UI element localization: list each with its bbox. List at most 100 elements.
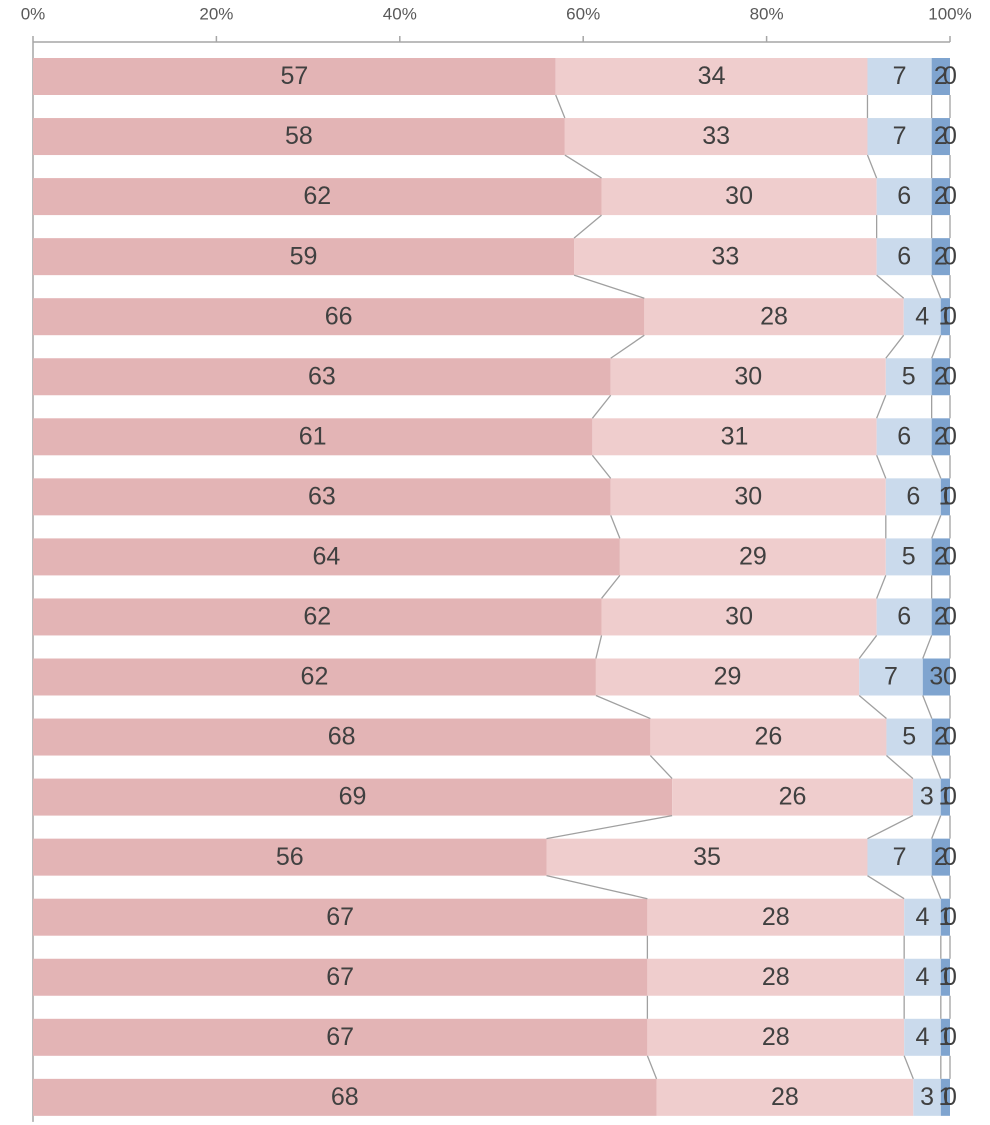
- bar-segment: [595, 658, 860, 696]
- series-line: [591, 454, 612, 479]
- data-label: 0: [943, 723, 957, 751]
- bar-segment: [940, 778, 950, 816]
- data-label: 1: [938, 1083, 952, 1111]
- series-line: [922, 635, 933, 659]
- series-line: [858, 695, 887, 720]
- bar-segment: [33, 418, 593, 456]
- series-line: [931, 455, 942, 479]
- series-line: [555, 94, 566, 119]
- bar-segment: [33, 358, 611, 396]
- data-label: 28: [771, 1083, 799, 1111]
- bar-segment: [33, 658, 596, 696]
- data-label: 63: [308, 362, 336, 390]
- bar-segment: [546, 838, 868, 876]
- data-label: 7: [893, 62, 907, 90]
- data-label: 68: [328, 723, 356, 751]
- series-line: [931, 815, 942, 839]
- x-tick-label: 20%: [199, 4, 233, 23]
- data-label: 0: [943, 663, 957, 691]
- data-label: 0: [943, 302, 957, 330]
- data-label: 1: [938, 302, 952, 330]
- series-line: [876, 575, 887, 599]
- bar-segment: [33, 958, 648, 996]
- series-line: [886, 755, 914, 780]
- bar-segment: [644, 298, 904, 336]
- data-label: 63: [308, 482, 336, 510]
- bar-segment: [904, 958, 941, 996]
- data-label: 0: [943, 963, 957, 991]
- series-line: [573, 214, 602, 239]
- bar-segment: [33, 178, 602, 216]
- bar-segment: [867, 838, 932, 876]
- series-line: [931, 875, 942, 899]
- data-label: 67: [326, 903, 354, 931]
- bar-segment: [876, 238, 932, 276]
- x-tick-label: 80%: [750, 4, 784, 23]
- data-label: 0: [943, 903, 957, 931]
- data-label: 28: [762, 963, 790, 991]
- data-label: 0: [943, 122, 957, 150]
- series-line: [876, 455, 887, 479]
- series-line: [885, 334, 905, 359]
- series-line: [867, 875, 905, 900]
- data-label: 30: [734, 362, 762, 390]
- data-label: 0: [943, 603, 957, 631]
- data-label: 67: [326, 963, 354, 991]
- data-label: 1: [938, 963, 952, 991]
- bar-segment: [931, 718, 950, 756]
- series-line: [564, 154, 602, 179]
- data-label: 2: [934, 122, 948, 150]
- bar-segment: [647, 1018, 905, 1056]
- data-label: 26: [779, 783, 807, 811]
- bar-segment: [931, 598, 950, 636]
- bar-segment: [931, 418, 950, 456]
- series-line: [595, 635, 603, 659]
- bar-segment: [922, 658, 950, 696]
- bar-segment: [885, 478, 941, 516]
- data-label: 5: [902, 362, 916, 390]
- data-label: 2: [934, 362, 948, 390]
- bar-segment: [33, 238, 575, 276]
- data-label: 7: [893, 122, 907, 150]
- series-line: [866, 154, 878, 179]
- series-line: [646, 1055, 658, 1080]
- data-label: 68: [331, 1083, 359, 1111]
- series-line: [876, 274, 905, 299]
- data-label: 26: [755, 723, 783, 751]
- bar-segment: [940, 898, 950, 936]
- data-label: 0: [943, 422, 957, 450]
- bar-segment: [931, 538, 950, 576]
- series-line: [931, 334, 942, 359]
- data-label: 67: [326, 1023, 354, 1051]
- bar-segment: [940, 478, 950, 516]
- series-line: [922, 695, 933, 719]
- data-label: 58: [285, 122, 313, 150]
- bar-segment: [33, 1078, 657, 1116]
- series-line: [931, 515, 942, 539]
- x-tick-label: 100%: [928, 4, 971, 23]
- bar-segment: [885, 538, 932, 576]
- bar-segment: [867, 58, 932, 95]
- data-label: 2: [934, 422, 948, 450]
- bar-segment: [903, 298, 941, 336]
- data-label: 2: [934, 543, 948, 571]
- bar-segment: [33, 598, 602, 636]
- data-label: 1: [938, 482, 952, 510]
- bar-segment: [867, 118, 932, 156]
- series-line: [931, 755, 942, 779]
- data-label: 7: [893, 843, 907, 871]
- data-label: 2: [934, 843, 948, 871]
- series-line: [931, 274, 942, 299]
- bar-segment: [33, 478, 611, 516]
- data-label: 59: [290, 242, 318, 270]
- series-line: [573, 274, 645, 299]
- data-label: 4: [916, 1023, 930, 1051]
- data-label: 7: [884, 663, 898, 691]
- data-label: 29: [714, 663, 742, 691]
- data-label: 0: [943, 242, 957, 270]
- data-label: 0: [943, 362, 957, 390]
- bar-segment: [650, 718, 887, 756]
- data-label: 61: [299, 422, 327, 450]
- data-label: 3: [920, 1083, 934, 1111]
- data-label: 1: [938, 1023, 952, 1051]
